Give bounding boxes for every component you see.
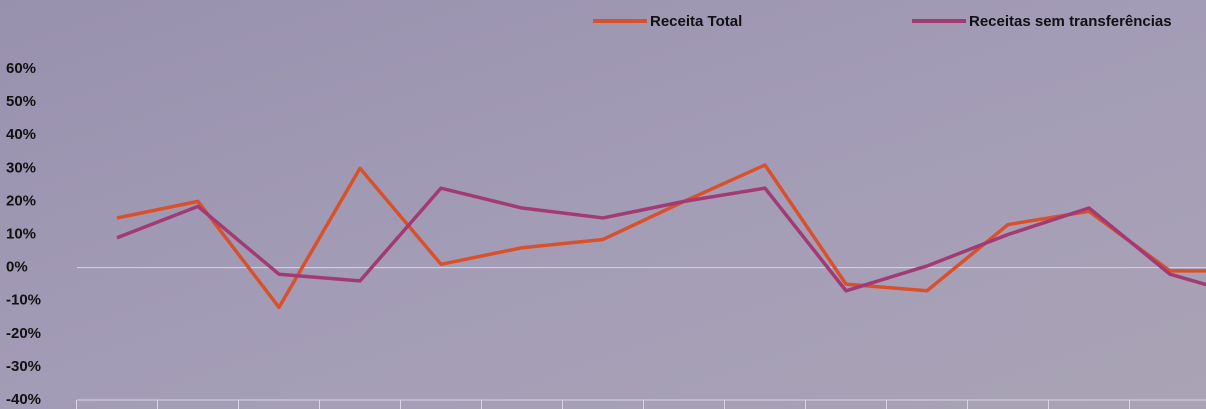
y-tick-label: -30%	[6, 358, 41, 375]
y-tick-label: -40%	[6, 391, 41, 408]
y-tick-label: -10%	[6, 292, 41, 309]
series-line	[116, 186, 1206, 293]
y-tick-label: 0%	[6, 259, 28, 276]
y-tick-label: 50%	[6, 93, 36, 110]
y-tick-label: 10%	[6, 225, 36, 242]
y-tick-label: -20%	[6, 325, 41, 342]
y-tick-label: 20%	[6, 192, 36, 209]
legend-label: Receita Total	[650, 13, 742, 30]
y-tick-label: 30%	[6, 159, 36, 176]
legend-label: Receitas sem transferências	[969, 13, 1172, 30]
y-tick-label: 40%	[6, 126, 36, 143]
y-tick-label: 60%	[6, 60, 36, 77]
